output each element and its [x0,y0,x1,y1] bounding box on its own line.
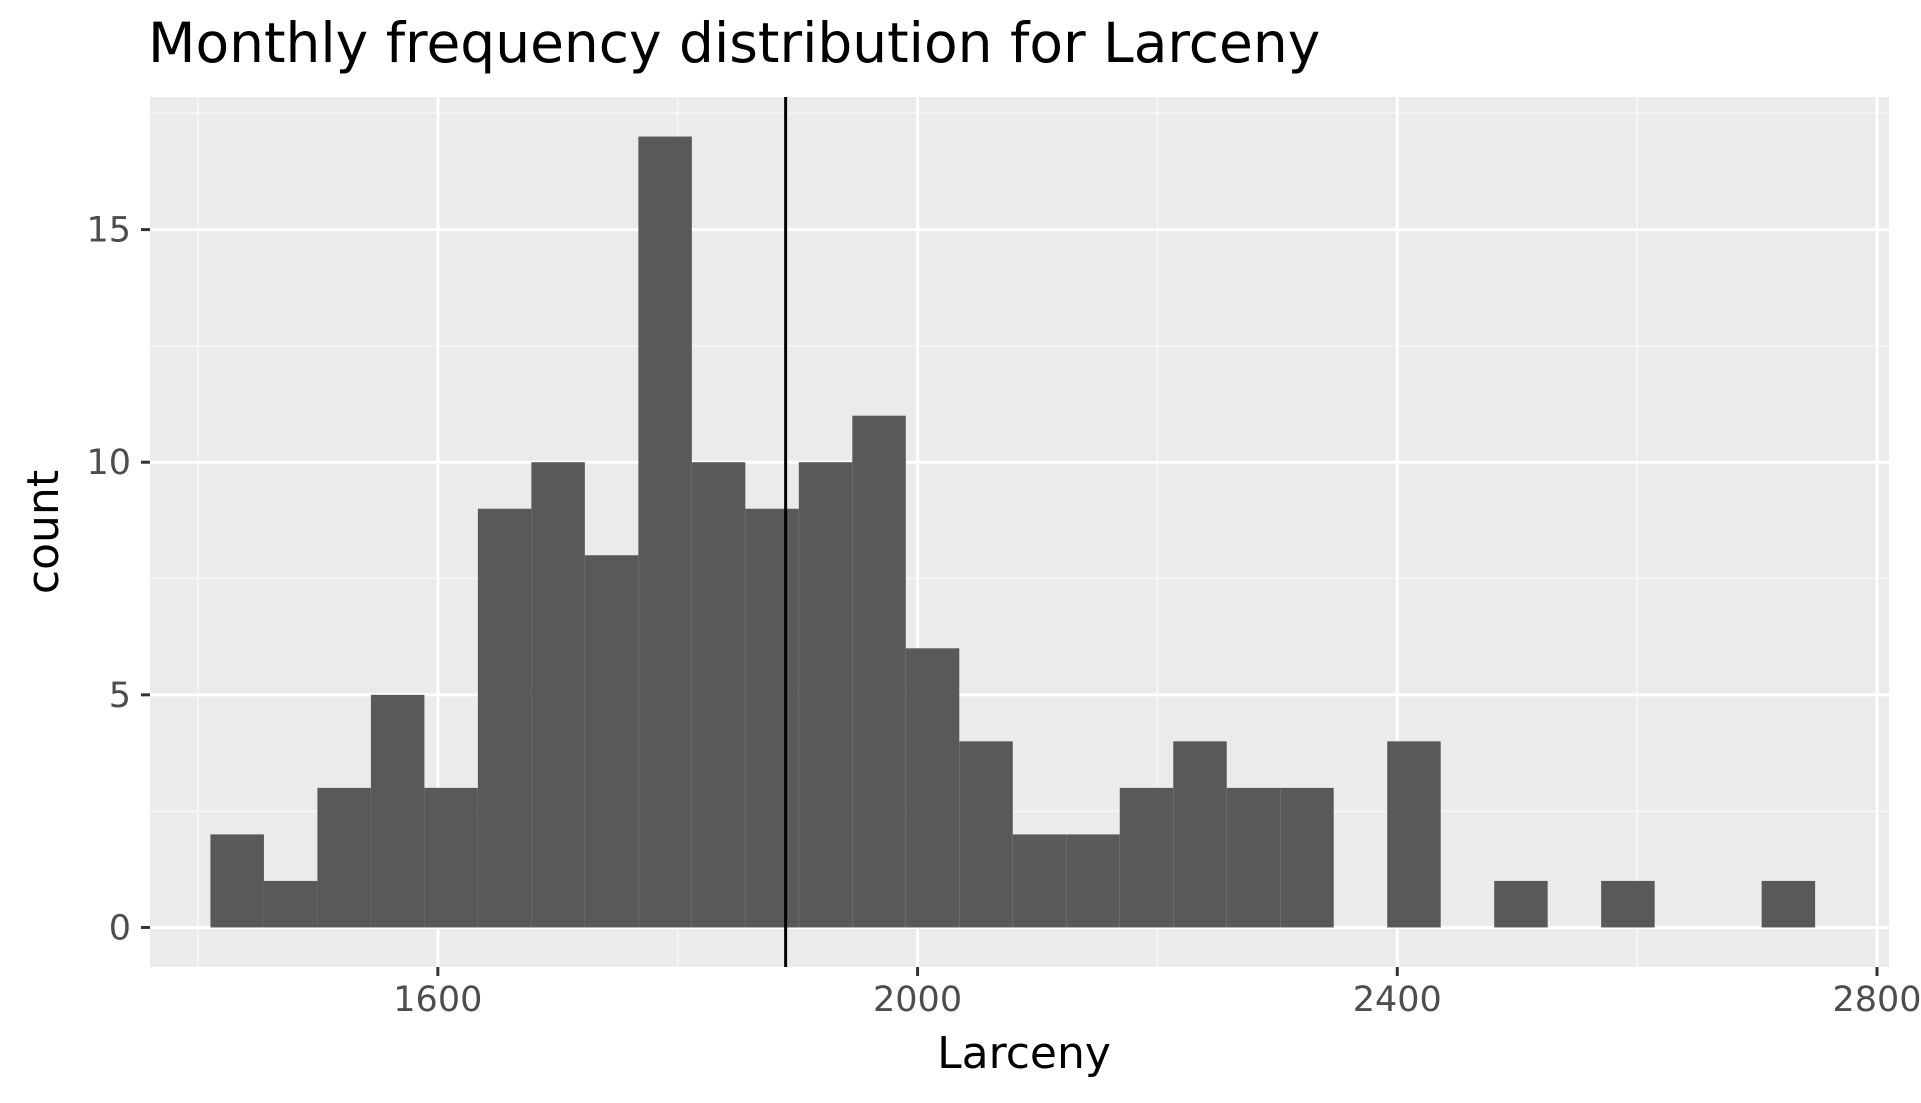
histogram-bar [691,462,746,928]
x-tick-label: 2800 [1832,980,1921,1020]
y-tick-label: 15 [86,211,131,251]
histogram-bar [1066,834,1120,928]
x-axis-title: Larceny [937,1028,1111,1079]
x-tick-label: 2400 [1353,980,1442,1020]
histogram-bar [745,508,799,928]
x-tick-label: 2000 [873,980,962,1020]
histogram-bar [638,136,692,928]
histogram-bar [959,741,1013,928]
histogram-bar [1387,741,1441,928]
histogram-bar [584,555,639,928]
histogram-bar [370,694,425,928]
histogram-bar [424,787,478,928]
histogram-bar [1012,834,1067,928]
histogram-bar [1119,787,1174,928]
histogram-bar [210,834,264,928]
y-tick-label: 0 [109,908,131,948]
histogram-bar [1226,787,1281,928]
histogram-bar [1173,741,1227,928]
histogram-bar [905,648,960,928]
y-axis-title: count [18,470,69,594]
histogram-bar [1280,787,1334,928]
y-tick-label: 10 [86,443,131,483]
x-tick-label: 1600 [393,980,482,1020]
histogram-bar [263,880,318,928]
histogram-bar [317,787,371,928]
histogram-bar [798,462,853,928]
y-tick-label: 5 [109,676,131,716]
chart-title: Monthly frequency distribution for Larce… [148,11,1320,75]
histogram-bar [852,415,906,928]
histogram-bars [210,136,1816,928]
y-axis: 0 5 10 15 [86,211,150,948]
histogram-bar [1601,880,1655,928]
histogram-bar [1761,880,1816,928]
histogram-bar [1494,880,1548,928]
histogram-bar [531,462,585,928]
x-axis: 1600 2000 2400 2800 [393,967,1921,1020]
histogram-bar [477,508,532,928]
